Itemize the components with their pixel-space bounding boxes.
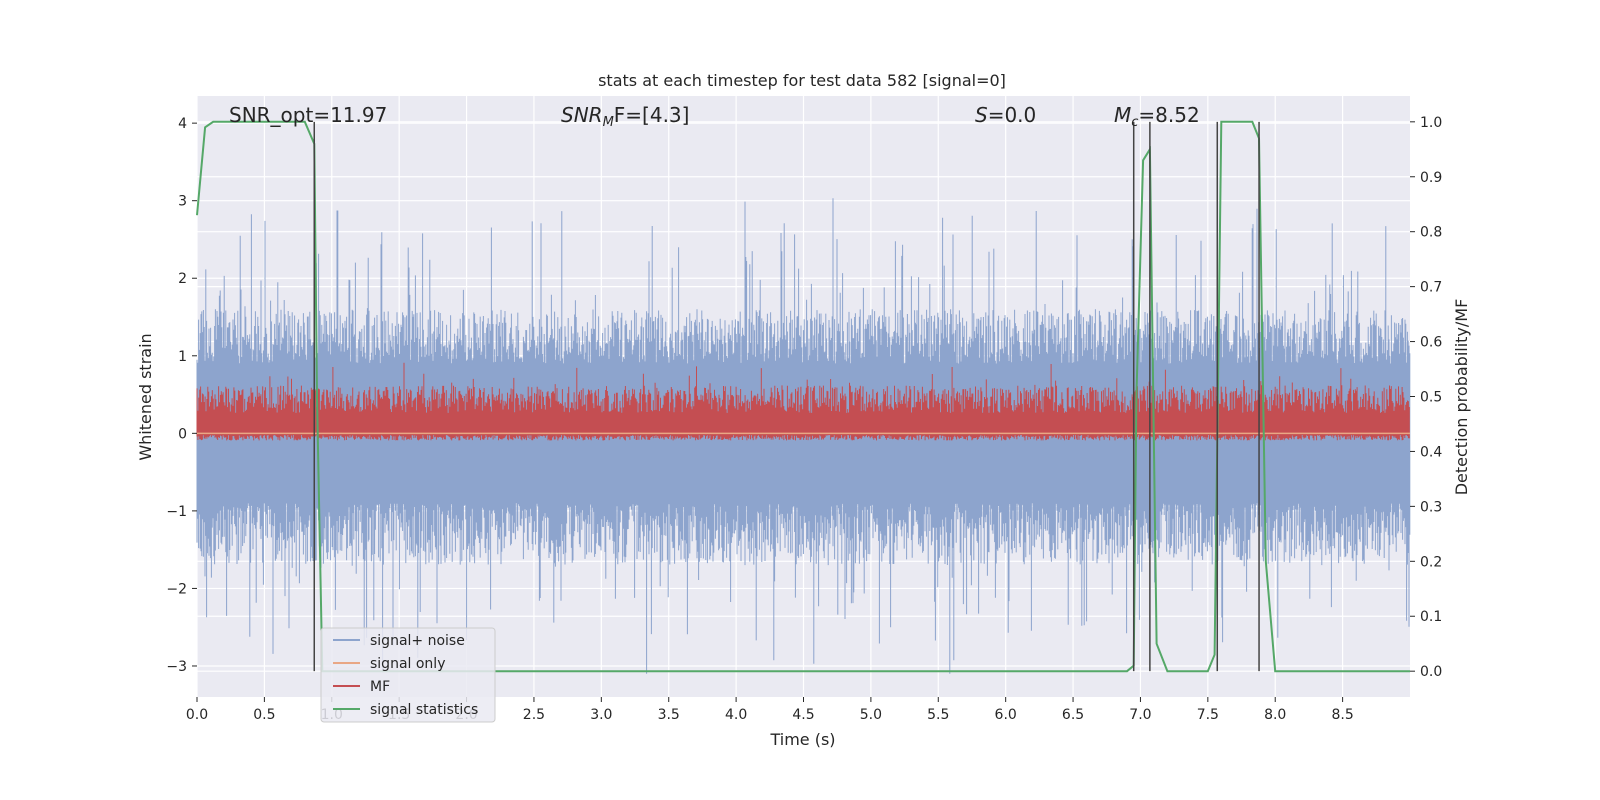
x-tick-label-12: 6.0	[995, 707, 1017, 723]
y-right-tick-label-7: 0.7	[1420, 280, 1442, 296]
series-signal-statistics	[196, 120, 1410, 673]
x-tick-label-1: 0.5	[253, 707, 275, 723]
y-right-tick-label-5: 0.5	[1420, 390, 1442, 406]
x-tick-label-14: 7.0	[1129, 707, 1151, 723]
x-tick-label-5: 2.5	[523, 707, 545, 723]
series-signal-statistics-line	[196, 120, 1410, 673]
x-tick-label-8: 4.0	[725, 707, 747, 723]
annotation-snr-opt: SNR_opt=11.97	[229, 103, 387, 127]
chart-title: stats at each timestep for test data 582…	[598, 71, 1006, 90]
annotation-s: S=0.0	[975, 103, 1036, 127]
x-tick-label-6: 3.0	[590, 707, 612, 723]
legend: signal+ noise signal only MF signal stat…	[320, 627, 496, 723]
y-left-tick-label-2: −1	[166, 504, 187, 520]
x-tick-label-9: 4.5	[792, 707, 814, 723]
y-left-tick-label-7: 4	[178, 116, 187, 132]
legend-box	[320, 627, 496, 723]
series-mf	[196, 362, 1410, 441]
y-left-tick-label-4: 1	[178, 349, 187, 365]
legend-label-mf: MF	[370, 679, 390, 695]
y-left-tick-label-0: −3	[166, 659, 187, 675]
y-left-tick-label-3: 0	[178, 426, 187, 442]
series-mf-path	[196, 362, 1410, 441]
y-right-tick-label-0: 0.0	[1420, 664, 1442, 680]
x-tick-label-16: 8.0	[1264, 707, 1286, 723]
y-right-axis-label: Detection probability/MF	[1452, 299, 1471, 496]
x-tick-label-11: 5.5	[927, 707, 949, 723]
x-tick-label-15: 7.5	[1197, 707, 1219, 723]
y-right-tick-label-2: 0.2	[1420, 554, 1442, 570]
annotation-snr-mf: SNRMF=[4.3]	[561, 103, 689, 130]
y-left-axis-ticks: −3 −2 −1 0 1 2 3 4	[166, 116, 197, 675]
y-right-tick-label-10: 1.0	[1420, 115, 1442, 131]
y-right-tick-label-4: 0.4	[1420, 444, 1442, 460]
y-left-tick-label-6: 3	[178, 194, 187, 210]
x-axis-label: Time (s)	[769, 730, 835, 749]
x-tick-label-7: 3.5	[658, 707, 680, 723]
y-right-tick-label-1: 0.1	[1420, 609, 1442, 625]
legend-label-signal-only: signal only	[370, 656, 445, 672]
annotation-mc: Mc=8.52	[1114, 103, 1200, 130]
y-left-tick-label-1: −2	[166, 581, 187, 597]
x-tick-label-0: 0.0	[186, 707, 208, 723]
legend-label-signal-noise: signal+ noise	[370, 633, 465, 649]
y-right-axis-ticks: 0.0 0.1 0.2 0.3 0.4 0.5 0.6 0.7 0.8 0.9 1.0	[1410, 115, 1442, 680]
x-tick-label-10: 5.0	[860, 707, 882, 723]
y-left-tick-label-5: 2	[178, 271, 187, 287]
y-right-tick-label-6: 0.6	[1420, 335, 1442, 351]
y-right-tick-label-8: 0.8	[1420, 225, 1442, 241]
y-right-tick-label-3: 0.3	[1420, 499, 1442, 515]
x-tick-label-13: 6.5	[1062, 707, 1084, 723]
x-tick-label-17: 8.5	[1331, 707, 1353, 723]
legend-label-signal-statistics: signal statistics	[370, 702, 478, 718]
vertical-markers	[313, 121, 1260, 672]
y-left-axis-label: Whitened strain	[136, 333, 155, 460]
y-right-tick-label-9: 0.9	[1420, 170, 1442, 186]
